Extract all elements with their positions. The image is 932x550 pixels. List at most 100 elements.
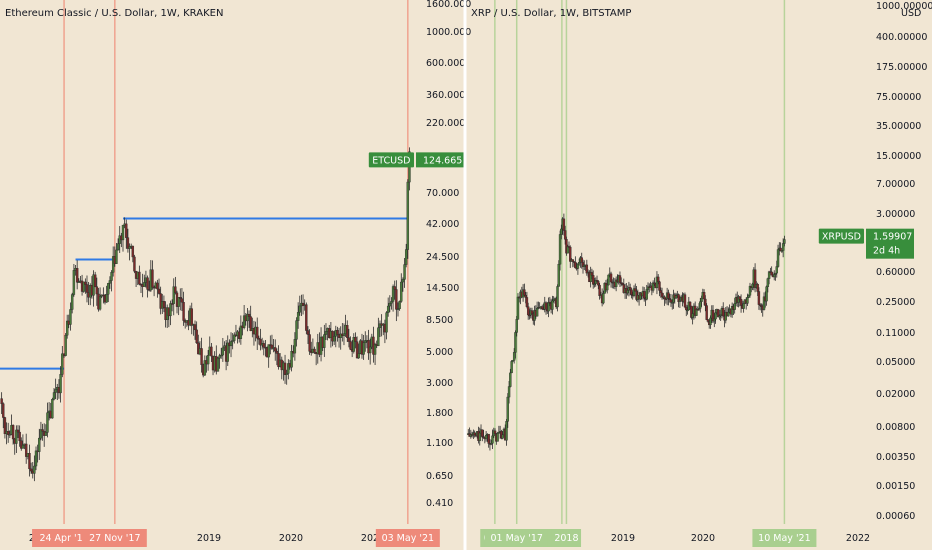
event-marker-badge[interactable] [32, 529, 97, 547]
candle-body [524, 295, 527, 298]
candle-body [385, 312, 388, 333]
candle-body [75, 268, 79, 283]
candle-body [609, 273, 613, 283]
candle-body [388, 302, 392, 307]
candle-body [41, 429, 44, 432]
candle-body [346, 325, 349, 338]
candle-body [172, 286, 175, 304]
candle-body [753, 269, 757, 288]
event-marker-badge[interactable] [551, 529, 582, 547]
candle-body [107, 283, 110, 295]
candle-body [70, 294, 74, 310]
current-price-badge[interactable]: XRPUSD 1.59907 2d 4h [818, 228, 914, 259]
candle-body [569, 246, 572, 262]
candle-body [757, 291, 761, 305]
y-tick-label: 1.800 [426, 408, 453, 419]
candle-body [270, 344, 274, 349]
current-price-badge[interactable]: ETCUSD 124.665 [368, 152, 464, 168]
event-marker-badge[interactable] [484, 529, 549, 547]
x-tick-label: 2020 [691, 533, 715, 544]
candle-body [592, 275, 595, 285]
candle-body [283, 362, 287, 375]
candle-body [293, 339, 297, 354]
candle-body [663, 296, 666, 300]
y-tick-label: 1000.000 [426, 27, 471, 38]
candle-body [256, 326, 259, 339]
candle-body [349, 341, 352, 350]
candle-body [373, 344, 377, 355]
price-value-label: 1.59907 [873, 232, 912, 243]
candle-body [64, 334, 67, 356]
candle-body [403, 264, 406, 280]
candle-body [33, 465, 36, 474]
candle-body [151, 269, 154, 288]
event-marker-badge[interactable] [752, 529, 817, 547]
candle-body [509, 372, 512, 387]
candle-body [332, 336, 336, 342]
candle-body [478, 432, 481, 441]
candle-body [674, 295, 678, 299]
candle-body [659, 290, 662, 294]
candle-body [143, 282, 146, 287]
candle-body [651, 282, 655, 291]
y-tick-label: 175.00000 [876, 62, 927, 73]
candle-body [195, 329, 198, 344]
candle-body [577, 262, 581, 265]
candle-body [386, 305, 390, 313]
candle-body [98, 296, 102, 310]
event-marker-badge[interactable] [82, 529, 147, 547]
x-tick-label: 2019 [197, 533, 221, 544]
y-tick-label: 0.00150 [876, 481, 915, 492]
candle-body [390, 301, 393, 304]
candle-body [84, 281, 87, 285]
candle-body [765, 286, 768, 302]
y-tick-label: 0.00060 [876, 511, 915, 522]
candle-body [590, 272, 594, 276]
candle-body [170, 303, 174, 305]
candle-body [393, 286, 396, 290]
candle-body [306, 330, 310, 335]
candle-body [242, 315, 246, 328]
candle-body [700, 298, 703, 302]
y-tick-label: 0.11000 [876, 328, 915, 339]
candle-body [739, 299, 743, 306]
candle-body [44, 432, 48, 436]
candle-body [364, 340, 367, 343]
candle-body [146, 277, 149, 290]
candle-body [632, 288, 636, 296]
candle-body [515, 319, 518, 333]
candle-body [378, 323, 382, 328]
xrp-chart-pane[interactable]: 1000.00000 400.00000 175.00000 75.00000 35.0… [467, 0, 932, 547]
candle-body [169, 303, 172, 317]
candle-body [628, 287, 632, 291]
etc-chart-pane[interactable]: 1600.0001000.000600.000360.000220.000130… [0, 0, 471, 547]
candle-body [766, 278, 770, 287]
candle-body [285, 373, 288, 375]
x-tick-label: 2019 [611, 533, 635, 544]
candle-body [21, 445, 25, 449]
candle-body [46, 412, 49, 433]
candle-body [727, 312, 730, 317]
candle-body [535, 308, 539, 317]
candle-body [396, 308, 400, 310]
price-symbol-label: ETCUSD [372, 155, 410, 166]
candle-body [512, 352, 516, 361]
event-marker-badge[interactable] [375, 529, 440, 547]
candle-body [530, 310, 534, 315]
candle-body [355, 341, 359, 359]
candle-body [20, 440, 23, 449]
candle-body [658, 281, 661, 291]
candle-body [657, 276, 660, 283]
y-tick-label: 1.100 [426, 438, 453, 449]
candle-body [108, 280, 112, 284]
y-tick-label: 3.00000 [876, 209, 915, 220]
y-tick-label: 0.410 [426, 498, 453, 509]
candle-body [28, 453, 31, 470]
y-tick-label: 7.00000 [876, 179, 915, 190]
candle-body [59, 374, 62, 394]
price-symbol-label: XRPUSD [822, 232, 861, 243]
candle-body [714, 312, 717, 320]
candle-body [362, 342, 365, 355]
candle-body [287, 363, 290, 374]
candle-body [179, 297, 182, 299]
